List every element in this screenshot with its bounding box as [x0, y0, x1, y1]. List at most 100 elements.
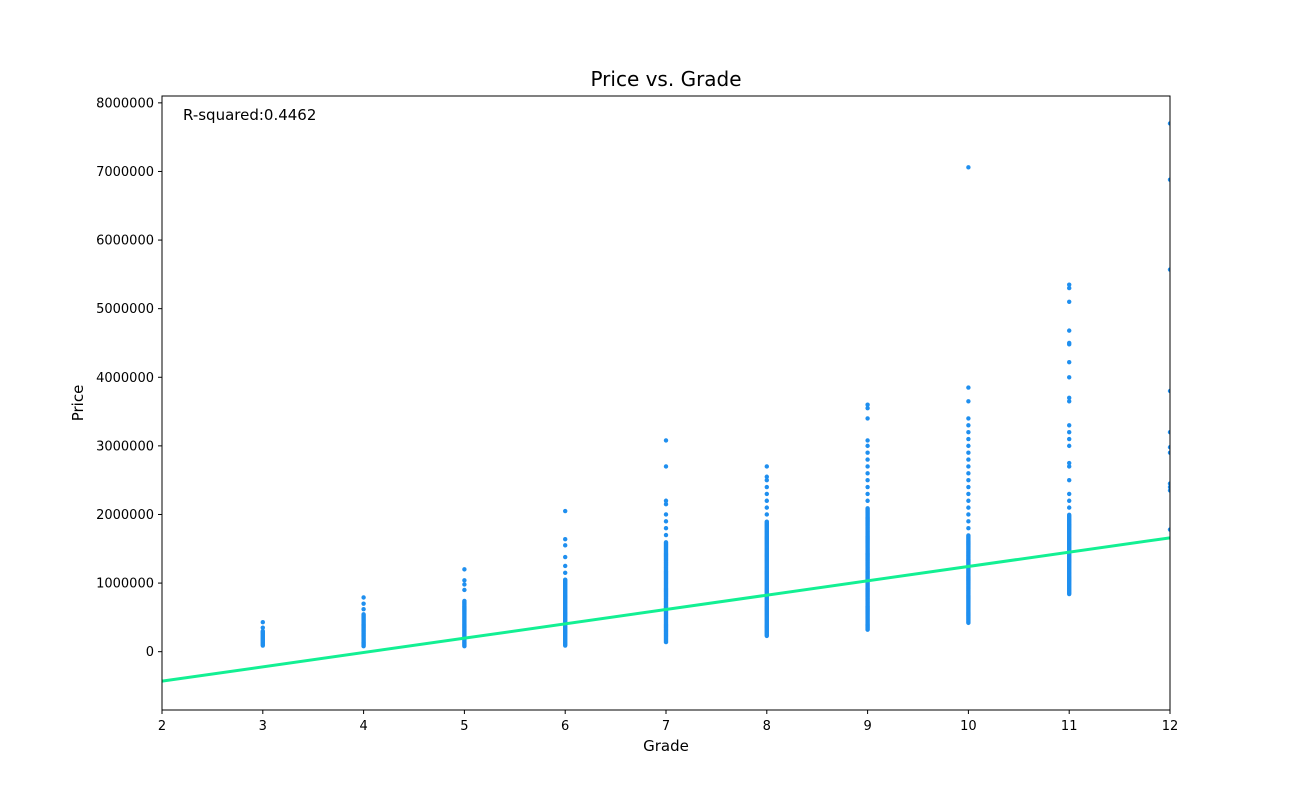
data-point [966, 533, 971, 538]
data-point [764, 474, 769, 479]
data-point [563, 570, 568, 575]
data-point [1067, 477, 1072, 483]
regression-line-layer [162, 536, 1170, 683]
data-point [966, 484, 971, 490]
data-point [663, 438, 669, 443]
x-tick-label: 5 [460, 719, 468, 734]
data-point [1167, 388, 1170, 394]
data-point [966, 443, 971, 449]
data-point [764, 464, 769, 469]
x-tick-label: 6 [561, 719, 569, 734]
data-point [865, 484, 870, 490]
data-point [1167, 488, 1170, 493]
data-point [865, 450, 870, 455]
data-point [1067, 491, 1072, 497]
y-tick-label: 0 [146, 645, 154, 660]
data-point [1067, 505, 1072, 510]
data-point [1067, 395, 1072, 401]
x-tick-label: 2 [158, 719, 166, 734]
data-points [260, 121, 1170, 649]
data-point [663, 519, 669, 524]
data-point [563, 577, 568, 582]
data-point [865, 405, 870, 411]
data-point [1067, 464, 1072, 469]
data-point [865, 477, 870, 483]
data-point [1067, 340, 1072, 346]
data-point [1167, 481, 1170, 486]
data-point [966, 491, 971, 497]
data-point [1167, 121, 1170, 126]
data-point [865, 416, 870, 421]
data-point [865, 402, 870, 407]
data-point [966, 165, 971, 170]
data-point [1067, 498, 1072, 503]
data-point [1067, 299, 1072, 305]
data-point [966, 471, 971, 476]
data-point [966, 423, 971, 428]
regression-line [162, 536, 1170, 683]
data-point [663, 512, 669, 517]
data-point [1067, 460, 1072, 466]
data-point [361, 595, 366, 600]
data-point [663, 498, 669, 503]
data-point [1167, 267, 1170, 272]
data-point [966, 512, 971, 517]
data-point [462, 598, 467, 604]
x-axis-label: Grade [643, 737, 689, 755]
data-point [865, 471, 870, 476]
data-point [361, 606, 366, 612]
data-point [361, 612, 366, 617]
data-point [764, 477, 769, 483]
data-point [865, 443, 870, 449]
data-point [1167, 527, 1170, 532]
data-point [663, 464, 669, 469]
data-point [1067, 282, 1072, 287]
data-point [1067, 375, 1072, 380]
data-point [462, 587, 467, 593]
data-point [663, 501, 669, 507]
x-tick-label: 10 [960, 719, 977, 734]
data-point [865, 457, 870, 462]
data-point [764, 505, 769, 510]
data-point [865, 498, 870, 503]
y-tick-label: 7000000 [96, 165, 154, 180]
data-point [966, 436, 971, 442]
data-point [1067, 436, 1072, 442]
data-point [966, 457, 971, 462]
data-point [563, 508, 568, 514]
data-point [865, 464, 870, 469]
data-point [1067, 285, 1072, 291]
data-point [462, 582, 467, 587]
data-point [865, 506, 870, 511]
data-point [462, 567, 467, 572]
y-tick-label: 3000000 [96, 439, 154, 454]
x-tick-label: 7 [662, 719, 670, 734]
y-tick-label: 8000000 [96, 96, 154, 111]
data-point [361, 601, 366, 606]
data-point [966, 385, 971, 390]
data-point [764, 498, 769, 503]
x-tick-label: 9 [863, 719, 871, 734]
x-tick-label: 11 [1061, 719, 1078, 734]
data-point [966, 399, 971, 404]
data-point [260, 619, 265, 625]
data-point [1067, 443, 1072, 449]
y-tick-label: 2000000 [96, 508, 154, 523]
x-tick-label: 12 [1162, 719, 1179, 734]
data-point [764, 512, 769, 517]
data-point [1067, 399, 1072, 404]
y-tick-label: 4000000 [96, 371, 154, 386]
data-point [966, 498, 971, 503]
data-point [1067, 512, 1072, 518]
x-tick-label: 8 [763, 719, 771, 734]
data-point [663, 526, 669, 531]
data-point [865, 491, 870, 497]
data-point [966, 450, 971, 455]
data-point [1167, 484, 1170, 490]
data-point [966, 477, 971, 483]
x-axis-ticks: 2 3 4 5 6 7 8 9 10 11 12 [158, 710, 1178, 734]
data-point [563, 554, 568, 560]
data-point [764, 491, 769, 497]
